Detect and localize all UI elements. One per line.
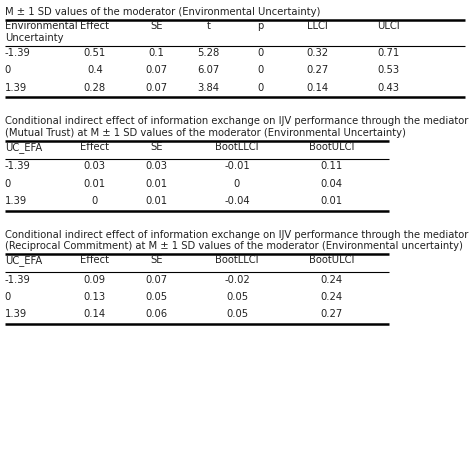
Text: 0.53: 0.53 [378, 65, 400, 75]
Text: 0: 0 [91, 196, 98, 206]
Text: t: t [207, 21, 210, 31]
Text: 0.03: 0.03 [146, 161, 167, 171]
Text: 1.39: 1.39 [5, 83, 27, 92]
Text: Conditional indirect effect of information exchange on IJV performance through t: Conditional indirect effect of informati… [5, 230, 468, 239]
Text: (Mutual Trust) at M ± 1 SD values of the moderator (Environmental Uncertainty): (Mutual Trust) at M ± 1 SD values of the… [5, 128, 406, 138]
Text: 0.01: 0.01 [84, 179, 106, 189]
Text: p: p [257, 21, 264, 31]
Text: 0.09: 0.09 [84, 275, 106, 285]
Text: 0.43: 0.43 [378, 83, 400, 92]
Text: 0.24: 0.24 [321, 292, 343, 302]
Text: SE: SE [150, 21, 163, 31]
Text: 0.32: 0.32 [307, 48, 328, 58]
Text: 5.28: 5.28 [198, 48, 219, 58]
Text: BootULCI: BootULCI [309, 142, 355, 152]
Text: 0.28: 0.28 [84, 83, 106, 92]
Text: 3.84: 3.84 [198, 83, 219, 92]
Text: 0.04: 0.04 [321, 179, 343, 189]
Text: 0: 0 [257, 48, 264, 58]
Text: 0.07: 0.07 [146, 65, 167, 75]
Text: (Reciprocal Commitment) at M ± 1 SD values of the moderator (Environmental uncer: (Reciprocal Commitment) at M ± 1 SD valu… [5, 241, 463, 251]
Text: ULCI: ULCI [377, 21, 400, 31]
Text: 0: 0 [234, 179, 240, 189]
Text: -0.04: -0.04 [224, 196, 250, 206]
Text: Effect: Effect [80, 21, 109, 31]
Text: Effect: Effect [80, 142, 109, 152]
Text: 0: 0 [5, 292, 11, 302]
Text: 6.07: 6.07 [198, 65, 219, 75]
Text: 0: 0 [257, 83, 264, 92]
Text: SE: SE [150, 142, 163, 152]
Text: 0.1: 0.1 [148, 48, 164, 58]
Text: Conditional indirect effect of information exchange on IJV performance through t: Conditional indirect effect of informati… [5, 116, 468, 126]
Text: -1.39: -1.39 [5, 161, 31, 171]
Text: UC_EFA: UC_EFA [5, 255, 42, 266]
Text: -0.01: -0.01 [224, 161, 250, 171]
Text: -1.39: -1.39 [5, 48, 31, 58]
Text: -1.39: -1.39 [5, 275, 31, 285]
Text: 0.13: 0.13 [84, 292, 106, 302]
Text: LLCI: LLCI [307, 21, 328, 31]
Text: 0.07: 0.07 [146, 83, 167, 92]
Text: 0.11: 0.11 [321, 161, 343, 171]
Text: 0.01: 0.01 [146, 196, 167, 206]
Text: 0.4: 0.4 [87, 65, 103, 75]
Text: 0.03: 0.03 [84, 161, 106, 171]
Text: Effect: Effect [80, 255, 109, 265]
Text: 0.27: 0.27 [307, 65, 328, 75]
Text: 0: 0 [5, 65, 11, 75]
Text: 0.01: 0.01 [321, 196, 343, 206]
Text: 0.05: 0.05 [226, 292, 248, 302]
Text: 0.07: 0.07 [146, 275, 167, 285]
Text: 1.39: 1.39 [5, 196, 27, 206]
Text: BootLLCI: BootLLCI [215, 142, 259, 152]
Text: 0: 0 [5, 179, 11, 189]
Text: 0.05: 0.05 [146, 292, 167, 302]
Text: 0.05: 0.05 [226, 309, 248, 319]
Text: 0.27: 0.27 [321, 309, 343, 319]
Text: 0.06: 0.06 [146, 309, 167, 319]
Text: UC_EFA: UC_EFA [5, 142, 42, 153]
Text: BootLLCI: BootLLCI [215, 255, 259, 265]
Text: 0.01: 0.01 [146, 179, 167, 189]
Text: Environmental
Uncertainty: Environmental Uncertainty [5, 21, 77, 43]
Text: BootULCI: BootULCI [309, 255, 355, 265]
Text: 0.24: 0.24 [321, 275, 343, 285]
Text: 0: 0 [257, 65, 264, 75]
Text: 1.39: 1.39 [5, 309, 27, 319]
Text: SE: SE [150, 255, 163, 265]
Text: 0.14: 0.14 [307, 83, 328, 92]
Text: M ± 1 SD values of the moderator (Environmental Uncertainty): M ± 1 SD values of the moderator (Enviro… [5, 7, 320, 17]
Text: 0.14: 0.14 [84, 309, 106, 319]
Text: 0.51: 0.51 [84, 48, 106, 58]
Text: -0.02: -0.02 [224, 275, 250, 285]
Text: 0.71: 0.71 [378, 48, 400, 58]
